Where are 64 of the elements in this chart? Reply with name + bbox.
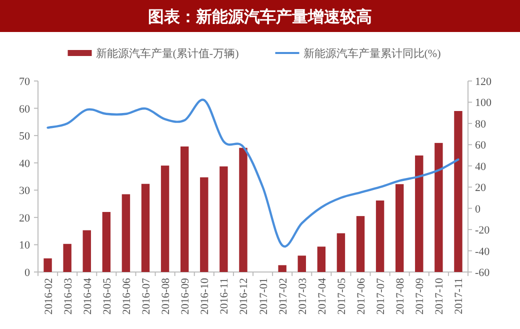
y-tick-label: 10 xyxy=(19,240,30,252)
y2-tick-label: -20 xyxy=(475,224,490,237)
bar xyxy=(82,230,91,272)
y2-tick-label: 120 xyxy=(475,76,492,88)
bar xyxy=(356,216,365,272)
bar xyxy=(454,111,462,272)
bar xyxy=(317,246,326,272)
x-tick-label: 2017-10 xyxy=(434,278,446,315)
bar xyxy=(415,155,424,272)
x-tick-label: 2016-02 xyxy=(42,278,55,315)
x-tick-label: 2017-05 xyxy=(336,278,348,315)
x-tick-label: 2017-04 xyxy=(316,278,328,315)
bar xyxy=(395,184,404,272)
legend-label: 新能源汽车产量(累计值-万辆) xyxy=(96,47,240,60)
x-tick-label: 2017-01 xyxy=(258,278,270,315)
x-tick-label: 2017-09 xyxy=(414,278,426,315)
x-tick-label: 2016-10 xyxy=(199,278,212,315)
legend-label: 新能源汽车产量累计同比(%) xyxy=(303,47,442,60)
y2-tick-label: 40 xyxy=(475,160,486,173)
bar xyxy=(278,265,286,272)
y2-tick-label: 0 xyxy=(475,203,481,216)
bar xyxy=(434,142,443,272)
y2-tick-label: 20 xyxy=(475,182,486,194)
bar xyxy=(376,200,384,272)
y2-tick-label: 60 xyxy=(475,140,486,152)
bar xyxy=(220,166,228,272)
bar xyxy=(239,148,248,272)
bar xyxy=(141,184,150,272)
y2-tick-label: 100 xyxy=(475,97,492,110)
y-tick-label: 70 xyxy=(19,76,30,88)
x-tick-label: 2017-07 xyxy=(375,278,388,315)
bar xyxy=(298,256,306,272)
x-tick-label: 2016-11 xyxy=(218,278,231,314)
chart-title: 图表：新能源汽车产量增速较高 xyxy=(148,7,372,26)
x-tick-label: 2016-12 xyxy=(238,278,250,315)
x-tick-label: 2017-11 xyxy=(453,278,466,314)
y-tick-label: 0 xyxy=(24,267,30,279)
x-tick-label: 2016-06 xyxy=(120,278,133,315)
y-tick-label: 20 xyxy=(19,212,30,224)
bar xyxy=(336,233,346,272)
bar xyxy=(44,258,52,272)
y2-tick-label: 80 xyxy=(475,118,486,130)
x-tick-label: 2016-08 xyxy=(160,278,172,315)
x-tick-label: 2017-06 xyxy=(356,278,368,315)
y-tick-label: 50 xyxy=(19,130,30,143)
bar xyxy=(180,146,189,272)
x-tick-label: 2017-08 xyxy=(394,278,407,315)
y-tick-label: 60 xyxy=(19,103,30,116)
y-tick-label: 30 xyxy=(19,185,30,198)
bar xyxy=(160,166,170,272)
bar xyxy=(63,244,72,272)
x-tick-label: 2017-03 xyxy=(296,278,309,315)
y2-tick-label: -40 xyxy=(475,246,490,258)
bar xyxy=(102,212,111,272)
y-tick-label: 40 xyxy=(19,158,30,170)
x-tick-label: 2016-05 xyxy=(101,278,114,315)
bar xyxy=(122,194,130,272)
bar xyxy=(200,177,208,272)
x-tick-label: 2016-07 xyxy=(140,278,152,315)
x-tick-label: 2016-04 xyxy=(82,278,94,315)
x-tick-label: 2017-02 xyxy=(277,278,290,315)
x-tick-label: 2016-03 xyxy=(62,278,74,315)
x-tick-label: 2016-09 xyxy=(180,278,192,315)
y2-tick-label: -60 xyxy=(475,267,490,279)
